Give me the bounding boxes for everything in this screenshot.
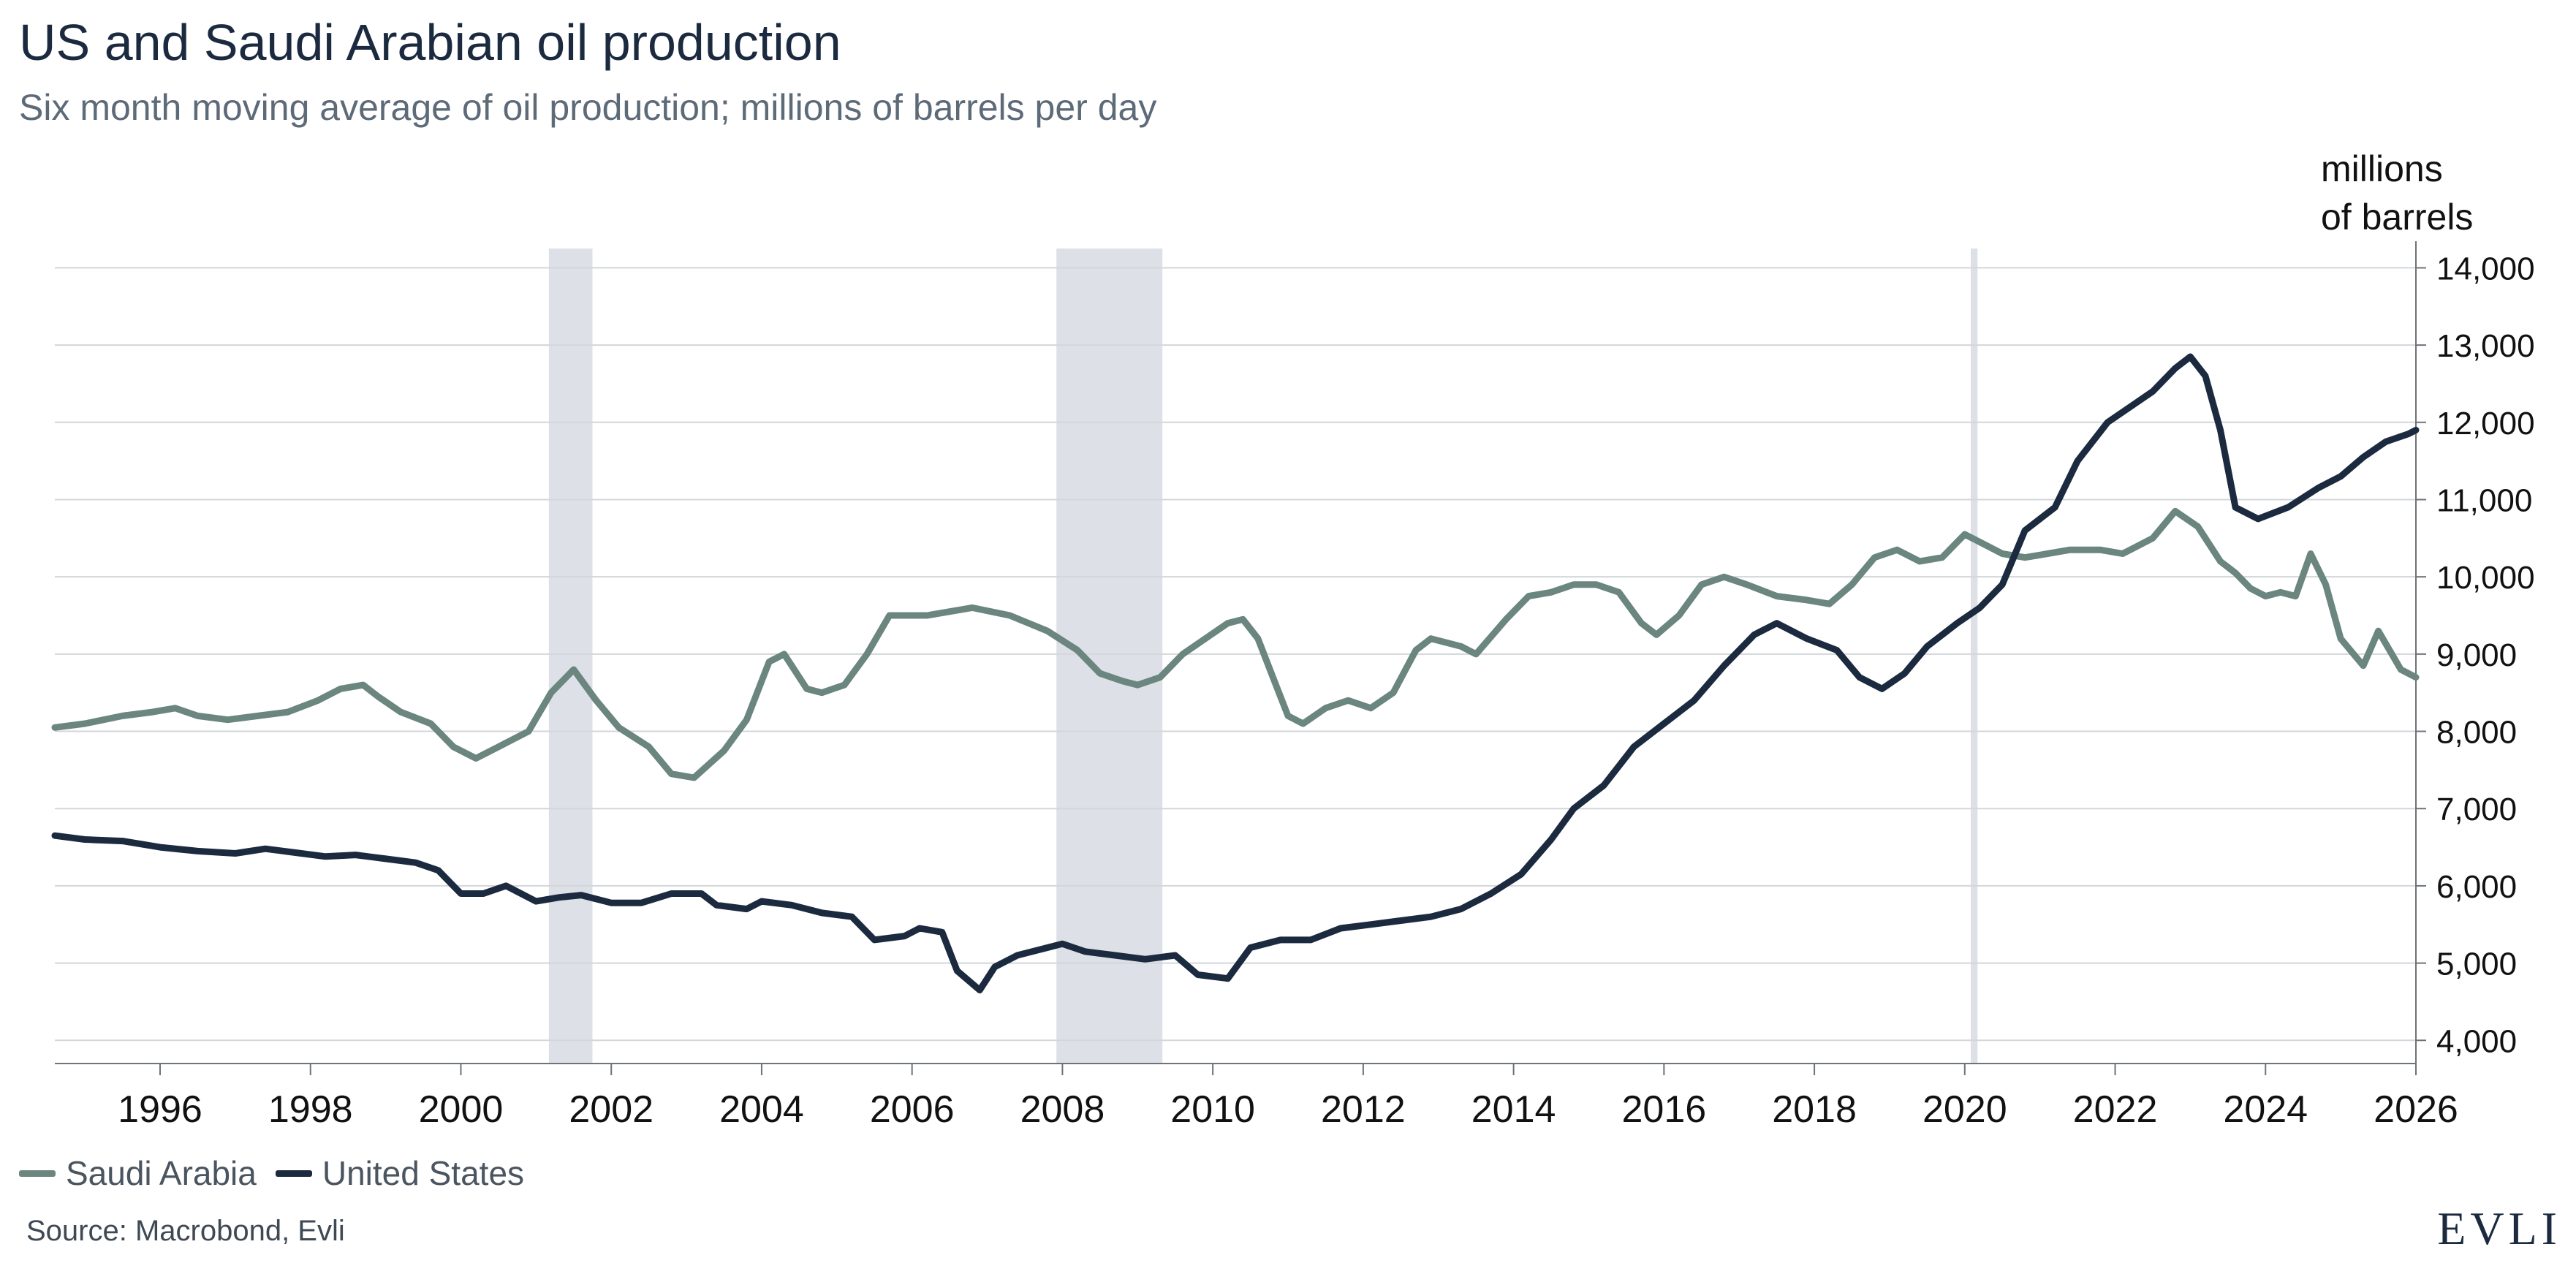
x-tick-label: 1996	[118, 1088, 202, 1131]
y-tick-label: 13,000	[2436, 328, 2535, 364]
recession-shading	[548, 249, 1978, 1064]
y-axis-unit-label: of barrels	[2321, 197, 2473, 238]
y-tick-label: 10,000	[2436, 560, 2535, 596]
x-tick-label: 2012	[1321, 1088, 1406, 1131]
evli-logo: EVLI	[2437, 1202, 2561, 1254]
series-line-united-states	[51, 353, 2420, 994]
recession-band	[548, 249, 593, 1064]
chart-title: US and Saudi Arabian oil production	[19, 14, 841, 71]
legend: Saudi Arabia United States	[19, 1153, 543, 1193]
legend-item-united-states: United States	[275, 1153, 525, 1193]
y-tick-label: 8,000	[2436, 715, 2517, 751]
y-tick-label: 14,000	[2436, 251, 2535, 287]
tick-labels: 4,000 5,000 6,000 7,000 8,000 9,000 10,000 11,0…	[118, 251, 2534, 1131]
x-tick-label: 2000	[419, 1088, 504, 1131]
axes	[55, 241, 2417, 1064]
chart-subtitle: Six month moving average of oil producti…	[19, 87, 1157, 128]
y-tick-label: 4,000	[2436, 1023, 2517, 1059]
x-tick-label: 2016	[1621, 1088, 1706, 1131]
x-tick-label: 2022	[2073, 1088, 2158, 1131]
x-tick-label: 1998	[268, 1088, 353, 1131]
x-tick-label: 2006	[870, 1088, 955, 1131]
legend-swatch-saudi-arabia	[19, 1170, 56, 1177]
y-tick-label: 6,000	[2436, 869, 2517, 905]
y-tick-label: 7,000	[2436, 792, 2517, 827]
source-note: Source: Macrobond, Evli	[26, 1215, 345, 1247]
y-tick-label: 5,000	[2436, 947, 2517, 982]
x-tick-label: 2014	[1471, 1088, 1556, 1131]
x-tick-label: 2010	[1170, 1088, 1255, 1131]
series-line-saudi-arabia	[51, 507, 2420, 781]
y-tick-label: 12,000	[2436, 406, 2535, 441]
legend-item-saudi-arabia: Saudi Arabia	[19, 1153, 257, 1193]
x-tick-label: 2004	[719, 1088, 804, 1131]
x-tick-label: 2026	[2374, 1088, 2458, 1131]
y-tick-label: 9,000	[2436, 637, 2517, 673]
x-tick-label: 2024	[2223, 1088, 2308, 1131]
x-tick-label: 2020	[1922, 1088, 2007, 1131]
series-lines	[51, 353, 2420, 994]
x-tick-label: 2008	[1020, 1088, 1105, 1131]
legend-label-saudi-arabia: Saudi Arabia	[66, 1154, 257, 1192]
legend-swatch-united-states	[275, 1170, 312, 1177]
gridlines	[55, 267, 2426, 1075]
y-tick-label: 11,000	[2436, 482, 2532, 518]
legend-label-united-states: United States	[322, 1154, 525, 1192]
recession-band	[1971, 249, 1978, 1064]
y-axis-unit-label: millions	[2321, 148, 2443, 189]
x-tick-label: 2018	[1772, 1088, 1857, 1131]
x-tick-label: 2002	[569, 1088, 654, 1131]
recession-band	[1056, 249, 1163, 1064]
